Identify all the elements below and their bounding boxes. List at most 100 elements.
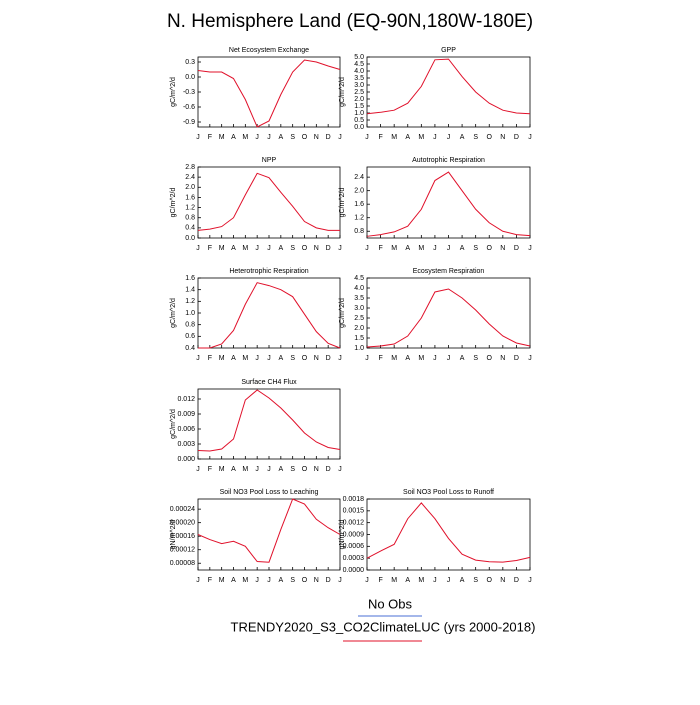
y-tick-label: 2.8 [185,164,195,171]
y-tick-label: 0.0 [185,235,195,242]
x-tick-label: J [447,355,451,362]
x-tick-label: M [418,245,424,252]
y-axis-label: gC/m^2/d [170,77,177,107]
y-tick-label: 0.0 [185,74,195,81]
y-tick-label: 0.006 [177,426,195,433]
y-axis-label: gC/m^2/d [339,188,346,218]
plot-frame [197,277,341,349]
x-tick-label: M [242,245,248,252]
x-tick-label: M [391,134,397,141]
x-tick-label: J [267,134,271,141]
y-tick-label: 1.0 [354,345,364,352]
x-tick-label: J [196,245,200,252]
y-tick-label: 2.5 [354,315,364,322]
x-tick-label: J [196,466,200,473]
x-tick-label: D [326,466,331,473]
x-tick-label: A [231,466,236,473]
x-tick-label: A [278,577,283,584]
x-tick-label: N [314,355,319,362]
x-tick-label: M [242,466,248,473]
x-tick-label: M [242,134,248,141]
x-tick-label: J [365,355,369,362]
x-tick-label: F [208,577,212,584]
plot-frame [197,56,341,128]
y-axis-label: gN/m^2/d [339,520,346,550]
x-tick-label: J [338,577,342,584]
plot-frame [366,56,531,128]
y-tick-label: 3.0 [354,305,364,312]
y-tick-label: 0.8 [185,215,195,222]
y-tick-label: 0.6 [185,333,195,340]
y-tick-label: 0.00020 [170,520,195,527]
y-tick-label: -0.6 [183,104,195,111]
x-tick-label: J [338,134,342,141]
y-tick-label: 0.000 [177,456,195,463]
plot-frame [366,498,531,571]
data-line [366,288,531,348]
x-tick-label: F [208,134,212,141]
y-tick-label: 1.2 [185,298,195,305]
x-tick-label: M [219,355,225,362]
x-tick-label: S [290,466,295,473]
panel-title: Soil NO3 Pool Loss to Runoff [403,489,494,496]
x-tick-label: D [514,134,519,141]
x-tick-label: A [278,466,283,473]
x-tick-label: M [418,134,424,141]
x-tick-label: F [378,355,382,362]
y-tick-label: 4.0 [354,285,364,292]
x-tick-label: N [314,466,319,473]
x-tick-label: J [365,134,369,141]
y-tick-label: 0.00024 [170,506,195,513]
y-tick-label: 2.0 [354,325,364,332]
figure-title: N. Hemisphere Land (EQ-90N,180W-180E) [167,11,533,32]
data-line [197,389,341,452]
x-tick-label: N [314,577,319,584]
x-tick-label: J [433,134,437,141]
x-tick-label: J [338,355,342,362]
x-tick-label: O [302,577,308,584]
x-tick-label: J [267,466,271,473]
y-tick-label: 1.5 [354,335,364,342]
x-tick-label: F [208,466,212,473]
x-tick-label: M [418,577,424,584]
x-tick-label: J [433,355,437,362]
x-tick-label: A [460,245,465,252]
plot-frame [197,388,341,460]
x-tick-label: A [278,245,283,252]
data-line [198,282,341,349]
y-tick-label: 1.2 [185,204,195,211]
y-tick-label: 1.2 [354,215,364,222]
y-tick-label: 0.0003 [343,555,365,562]
x-tick-label: A [231,577,236,584]
x-tick-label: M [219,577,225,584]
x-tick-label: S [290,245,295,252]
x-tick-label: A [231,134,236,141]
data-line [197,498,341,563]
x-tick-label: A [278,134,283,141]
x-tick-label: S [473,245,478,252]
y-tick-label: 0.4 [185,225,195,232]
y-tick-label: -0.9 [183,119,195,126]
y-axis-label: gC/m^2/d [339,298,346,328]
x-tick-label: F [378,245,382,252]
y-tick-label: 1.5 [354,103,364,110]
x-tick-label: A [278,355,283,362]
x-tick-label: A [460,134,465,141]
y-tick-label: 3.0 [354,82,364,89]
y-tick-label: 2.0 [185,184,195,191]
y-tick-label: 0.0018 [343,496,365,503]
panel-title: NPP [262,157,277,164]
y-tick-label: 1.0 [185,310,195,317]
x-tick-label: A [405,577,410,584]
x-tick-label: A [231,355,236,362]
x-tick-label: M [391,577,397,584]
y-tick-label: 4.0 [354,68,364,75]
y-tick-label: 1.6 [354,201,364,208]
y-tick-label: 3.5 [354,75,364,82]
y-tick-label: 0.8 [354,228,364,235]
x-tick-label: N [500,134,505,141]
x-tick-label: J [267,355,271,362]
x-tick-label: J [447,245,451,252]
legend-label: TRENDY2020_S3_CO2ClimateLUC (yrs 2000-20… [231,619,536,634]
